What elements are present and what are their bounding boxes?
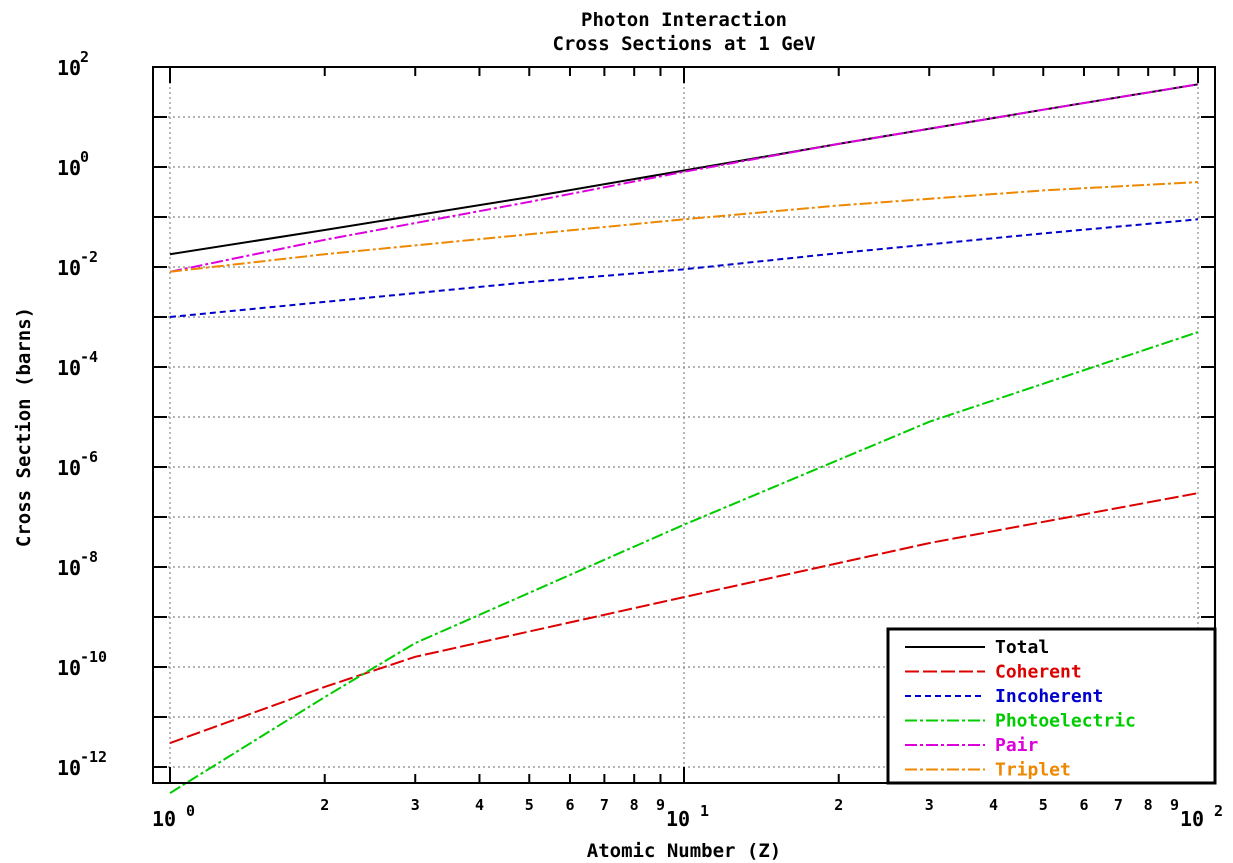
x-minor-tick-label: 6 [565, 796, 574, 814]
legend-box [886, 627, 1217, 785]
y-tick-label: 10 [57, 56, 81, 80]
y-tick-label-exponent: -10 [80, 648, 107, 666]
series-line-triplet [169, 181, 1199, 273]
y-tick-label: 10 [57, 656, 81, 680]
x-tick-label-exponent: 0 [186, 802, 195, 820]
series-line-photoelectric [169, 331, 1199, 794]
x-axis-label: Atomic Number (Z) [587, 840, 781, 862]
x-minor-tick-label: 4 [989, 796, 998, 814]
y-tick-label-exponent: -8 [80, 548, 98, 566]
y-tick-label-exponent: -2 [80, 248, 98, 266]
x-minor-tick-label: 6 [1079, 796, 1088, 814]
y-tick-label-exponent: 2 [80, 48, 89, 66]
x-minor-tick-label: 4 [475, 796, 484, 814]
y-tick-label-exponent: -12 [80, 748, 107, 766]
y-tick-label-exponent: -4 [80, 348, 98, 366]
x-tick-label-exponent: 2 [1214, 802, 1223, 820]
series-line-incoherent [169, 218, 1199, 318]
x-minor-tick-label: 7 [1114, 796, 1123, 814]
y-axis-label: Cross Section (barns) [13, 307, 35, 547]
x-minor-tick-label: 3 [411, 796, 420, 814]
x-minor-tick-label: 2 [320, 796, 329, 814]
legend: Total Coherent Incoherent Photoelectric Pair… [886, 627, 1217, 785]
legend-label-total: Total [995, 637, 1049, 658]
series-line-pair [169, 83, 1199, 273]
legend-label-photoelectric: Photoelectric [995, 711, 1136, 732]
y-tick-label: 10 [57, 256, 81, 280]
legend-label-coherent: Coherent [995, 662, 1082, 683]
x-minor-tick-label: 9 [656, 796, 665, 814]
legend-label-pair: Pair [995, 735, 1039, 756]
y-tick-label: 10 [57, 456, 81, 480]
series-line-coherent [169, 492, 1199, 745]
y-tick-label-exponent: -6 [80, 448, 98, 466]
series-lines [169, 83, 1199, 794]
x-minor-tick-label: 7 [600, 796, 609, 814]
x-minor-tick-label: 5 [525, 796, 534, 814]
chart-title-line-1: Photon Interaction [581, 9, 787, 31]
x-tick-label: 10 [666, 807, 690, 831]
x-minor-tick-label: 8 [1144, 796, 1153, 814]
y-tick-label: 10 [57, 756, 81, 780]
y-tick-label: 10 [57, 356, 81, 380]
x-tick-label: 10 [1180, 807, 1204, 831]
chart-title-line-2: Cross Sections at 1 GeV [552, 33, 815, 55]
x-tick-label-exponent: 1 [700, 802, 709, 820]
y-tick-label: 10 [57, 156, 81, 180]
x-minor-tick-label: 2 [834, 796, 843, 814]
y-tick-label: 10 [57, 556, 81, 580]
legend-label-incoherent: Incoherent [995, 686, 1103, 707]
x-tick-label: 10 [152, 807, 176, 831]
x-tick-labels: 10 0 10 1 10 22 3 4 5 6 7 8 9 2 3 4 5 6 7 8 9 [152, 796, 1223, 831]
legend-label-triplet: Triplet [995, 760, 1071, 781]
x-minor-tick-label: 8 [630, 796, 639, 814]
x-minor-tick-label: 3 [925, 796, 934, 814]
x-minor-tick-label: 5 [1039, 796, 1048, 814]
x-minor-tick-label: 9 [1170, 796, 1179, 814]
y-tick-label-exponent: 0 [80, 148, 89, 166]
